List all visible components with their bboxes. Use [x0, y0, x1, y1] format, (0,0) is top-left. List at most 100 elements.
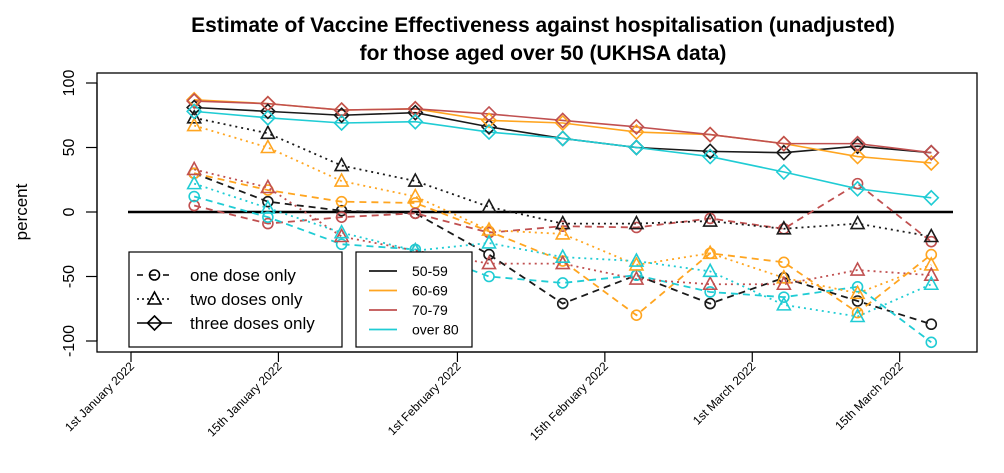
data-point-triangle: [333, 227, 350, 243]
data-point-circle: [262, 195, 274, 208]
legend-entry-label: over 80: [412, 322, 459, 338]
legend-entry-label: three doses only: [190, 314, 315, 333]
chart-title-line-1: Estimate of Vaccine Effectiveness agains…: [191, 14, 895, 37]
data-point-circle: [188, 199, 200, 212]
data-point-diamond: [702, 148, 719, 165]
data-point-diamond: [186, 103, 203, 120]
data-point-triangle: [849, 214, 866, 230]
data-point-circle: [704, 297, 716, 310]
data-point-triangle: [333, 223, 350, 239]
chart-title-line-2: for those aged over 50 (UKHSA data): [360, 42, 727, 65]
legend-dose-box: [128, 251, 343, 348]
data-point-diamond: [554, 114, 571, 132]
x-tick-label: 15th February 2022: [527, 359, 611, 443]
data-point-diamond: [333, 114, 350, 132]
data-point-circle: [925, 318, 938, 331]
legend-marker-triangle: [146, 290, 163, 305]
data-point-diamond: [775, 135, 792, 152]
data-point-triangle: [849, 261, 866, 276]
data-point-triangle: [923, 227, 940, 243]
data-point-triangle: [628, 270, 645, 285]
data-point-diamond: [186, 99, 203, 116]
data-point-triangle: [776, 275, 792, 291]
data-point-triangle: [776, 296, 792, 311]
data-point-diamond: [628, 118, 645, 135]
y-tick-label: -50: [61, 265, 78, 288]
y-axis-label: percent: [12, 183, 31, 240]
legend-age-group: 50-59 60-69 70-79 over 80: [355, 251, 473, 348]
x-tick-label: 15th March 2022: [832, 359, 906, 433]
data-point-triangle: [702, 275, 718, 291]
y-tick-label: -100: [61, 325, 78, 357]
data-point-circle: [335, 204, 348, 217]
data-point-triangle: [407, 187, 424, 203]
data-point-diamond: [849, 135, 866, 152]
data-point-diamond: [480, 123, 498, 141]
data-point-triangle: [702, 212, 718, 227]
data-point-circle: [778, 256, 790, 269]
data-point-diamond: [849, 180, 866, 197]
data-point-triangle: [849, 284, 866, 300]
x-tick-label: 1st February 2022: [385, 359, 464, 438]
legend-marker-diamond: [146, 314, 163, 332]
data-point-diamond: [923, 144, 940, 161]
y-axis: 100 50 0 -50 -100: [61, 70, 98, 357]
data-point-diamond: [480, 118, 498, 135]
x-tick-label: 15th January 2022: [204, 359, 284, 439]
data-point-circle: [483, 270, 495, 283]
legend-age-box: [355, 251, 473, 348]
x-axis: 1st January 2022 15th January 2022 1st Feb…: [62, 351, 906, 443]
data-point-triangle: [260, 138, 276, 154]
data-point-triangle: [923, 256, 940, 271]
data-point-triangle: [702, 244, 718, 260]
data-point-triangle: [554, 248, 571, 263]
data-point-triangle: [554, 225, 571, 240]
data-point-circle: [335, 238, 348, 251]
data-point-circle: [335, 211, 348, 223]
legend-entry-label: two doses only: [190, 290, 303, 309]
data-point-triangle: [186, 174, 203, 190]
legend-dose-type: one dose only two doses only three doses o…: [128, 251, 343, 348]
legend-entry-label: one dose only: [190, 266, 296, 285]
data-point-diamond: [775, 144, 792, 161]
data-point-circle: [851, 306, 864, 319]
y-tick-label: 100: [61, 70, 78, 97]
data-point-triangle: [776, 220, 792, 235]
data-point-circle: [851, 177, 864, 190]
series-line: [193, 195, 932, 344]
data-point-triangle: [481, 234, 497, 249]
data-point-triangle: [260, 178, 276, 194]
legend-entry-label: 70-79: [412, 302, 448, 318]
data-point-circle: [188, 190, 200, 203]
data-point-circle: [483, 248, 495, 261]
data-point-diamond: [259, 109, 277, 126]
data-point-triangle: [186, 116, 203, 132]
data-point-triangle: [481, 198, 497, 213]
data-point-circle: [925, 248, 938, 261]
data-point-diamond: [480, 105, 498, 123]
data-point-circle: [262, 217, 274, 230]
data-point-diamond: [923, 189, 940, 206]
x-tick-label: 1st January 2022: [62, 359, 137, 434]
data-point-diamond: [554, 112, 571, 129]
data-point-diamond: [702, 143, 719, 160]
data-point-triangle: [849, 307, 866, 323]
data-point-triangle: [186, 109, 203, 124]
data-point-triangle: [702, 262, 718, 278]
data-point-triangle: [260, 199, 276, 214]
data-point-diamond: [407, 113, 424, 130]
data-point-triangle: [407, 172, 424, 187]
data-point-diamond: [702, 126, 719, 143]
data-point-diamond: [186, 92, 203, 110]
series-line: [194, 100, 932, 154]
data-point-diamond: [554, 130, 571, 147]
data-point-triangle: [333, 172, 350, 187]
legend-marker-circle: [148, 269, 161, 281]
series-line: [194, 110, 932, 199]
data-point-diamond: [775, 163, 792, 181]
data-point-triangle: [776, 269, 792, 284]
data-point-triangle: [628, 214, 645, 230]
data-point-diamond: [923, 154, 940, 172]
data-point-circle: [335, 195, 348, 208]
data-point-diamond: [186, 91, 203, 108]
